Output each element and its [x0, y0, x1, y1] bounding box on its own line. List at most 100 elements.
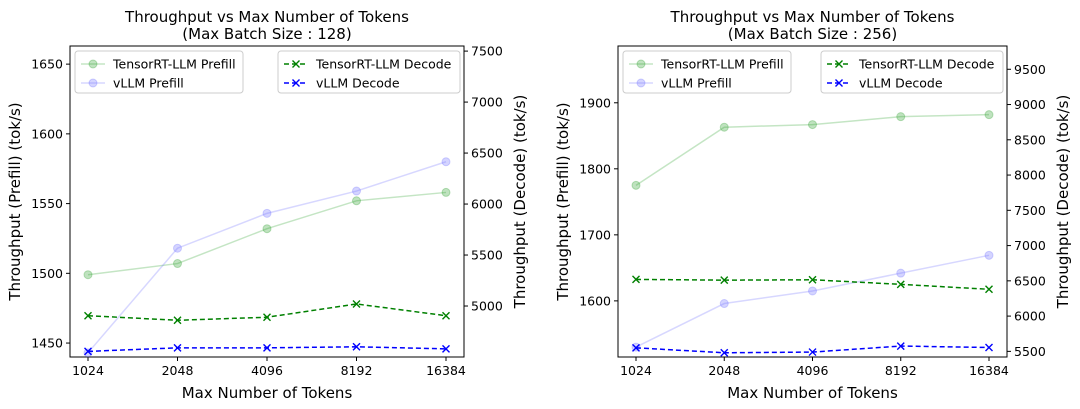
data-point [173, 316, 182, 325]
y-left-tick-label: 1700 [579, 227, 611, 242]
x-tick-label: 1024 [620, 363, 652, 378]
chart-subtitle: (Max Batch Size : 256) [728, 25, 897, 43]
legend: TensorRT-LLM Prefill vLLM Prefill [622, 50, 792, 94]
x-tick-label: 4096 [251, 363, 283, 378]
series-vllm-prefill [83, 157, 451, 358]
y-right-tick-label: 9500 [1014, 62, 1046, 77]
data-point [84, 311, 92, 320]
legend-entry: TensorRT-LLM Decode [858, 57, 995, 72]
x-tick-label: 2048 [162, 363, 194, 378]
data-point [720, 276, 729, 285]
series-vllm-decode [632, 342, 993, 357]
series-tensorrt-llm-decode [632, 275, 993, 294]
x-tick-label: 8192 [885, 363, 917, 378]
data-point [719, 122, 729, 132]
y-axis-label-right: Throughput (Decode) (tok/s) [511, 95, 529, 310]
legend: TensorRT-LLM Decode vLLM Decode [277, 50, 461, 94]
legend: TensorRT-LLM Decode vLLM Decode [820, 50, 1004, 94]
y-left-tick-label: 1600 [31, 126, 63, 141]
data-point [985, 285, 993, 294]
data-point [632, 343, 640, 352]
y-left-tick-label: 1450 [31, 336, 63, 351]
legend-marker [88, 78, 98, 88]
y-axis-label-left: Throughput (Prefill) (tok/s) [554, 102, 572, 301]
data-point [352, 342, 361, 351]
data-point [262, 224, 272, 234]
y-right-tick-label: 5500 [471, 248, 503, 263]
data-point [83, 270, 93, 280]
data-point [263, 343, 271, 352]
y-right-tick-label: 6500 [1014, 273, 1046, 288]
legend-marker [88, 59, 98, 69]
data-point [442, 311, 450, 320]
series-line [635, 254, 990, 348]
data-point [984, 110, 994, 120]
data-point [442, 344, 450, 353]
data-point [262, 208, 272, 218]
data-point [83, 348, 93, 358]
legend-marker [835, 60, 843, 68]
legend-marker [292, 79, 300, 87]
legend-marker [835, 79, 843, 87]
data-point [896, 280, 905, 289]
x-tick-label: 2048 [708, 363, 740, 378]
series-line [87, 161, 447, 354]
chart-title: Throughput vs Max Number of Tokens [670, 8, 955, 26]
series-line [635, 113, 990, 186]
x-tick-label: 1024 [72, 363, 104, 378]
x-tick-label: 16384 [426, 363, 466, 378]
y-left-tick-label: 1600 [579, 293, 611, 308]
data-point [984, 250, 994, 260]
data-point [985, 343, 993, 352]
x-tick-label: 8192 [341, 363, 373, 378]
y-right-tick-label: 7500 [471, 44, 503, 59]
data-point [352, 186, 361, 196]
x-axis-label: Max Number of Tokens [727, 384, 898, 402]
series-tensorrt-llm-decode [84, 299, 450, 325]
legend-entry: vLLM Decode [859, 76, 943, 91]
chart-title: Throughput vs Max Number of Tokens [124, 8, 409, 26]
data-point [173, 243, 182, 253]
data-point [632, 275, 640, 284]
data-point [896, 268, 906, 278]
data-point [896, 112, 906, 122]
data-point [84, 347, 92, 356]
y-right-tick-label: 6000 [1014, 309, 1046, 324]
y-left-tick-label: 1900 [579, 95, 611, 110]
legend-marker [636, 59, 646, 69]
data-point [719, 299, 729, 309]
legend-box [622, 50, 792, 94]
y-right-tick-label: 6500 [471, 146, 503, 161]
series-line [87, 191, 447, 276]
data-point [173, 343, 182, 352]
data-point [441, 187, 451, 197]
data-point [173, 259, 182, 269]
y-right-tick-label: 7000 [1014, 238, 1046, 253]
y-right-tick-label: 8000 [1014, 168, 1046, 183]
data-point [808, 120, 817, 130]
y-left-tick-label: 1650 [31, 57, 63, 72]
y-right-tick-label: 5000 [471, 299, 503, 314]
data-point [720, 348, 729, 357]
data-point [441, 157, 451, 167]
chart-panel-2: Throughput vs Max Number of Tokens(Max B… [554, 8, 1072, 402]
legend-box [277, 50, 461, 94]
legend-marker [292, 60, 300, 68]
data-point [352, 196, 361, 206]
y-right-tick-label: 8500 [1014, 132, 1046, 147]
x-tick-label: 16384 [969, 363, 1009, 378]
data-point [263, 313, 271, 322]
data-point [352, 299, 361, 308]
data-point [896, 342, 905, 351]
y-right-tick-label: 5500 [1014, 344, 1046, 359]
x-axis-label: Max Number of Tokens [182, 384, 353, 402]
y-axis-label-right: Throughput (Decode) (tok/s) [1054, 95, 1072, 310]
series-tensorrt-llm-prefill [631, 110, 994, 190]
y-right-tick-label: 6000 [471, 197, 503, 212]
legend-entry: TensorRT-LLM Prefill [660, 57, 784, 72]
chart-panel-1: Throughput vs Max Number of Tokens(Max B… [6, 8, 529, 402]
legend-box [820, 50, 1004, 94]
chart-subtitle: (Max Batch Size : 128) [182, 25, 351, 43]
y-right-tick-label: 9000 [1014, 97, 1046, 112]
legend-box [74, 50, 244, 94]
